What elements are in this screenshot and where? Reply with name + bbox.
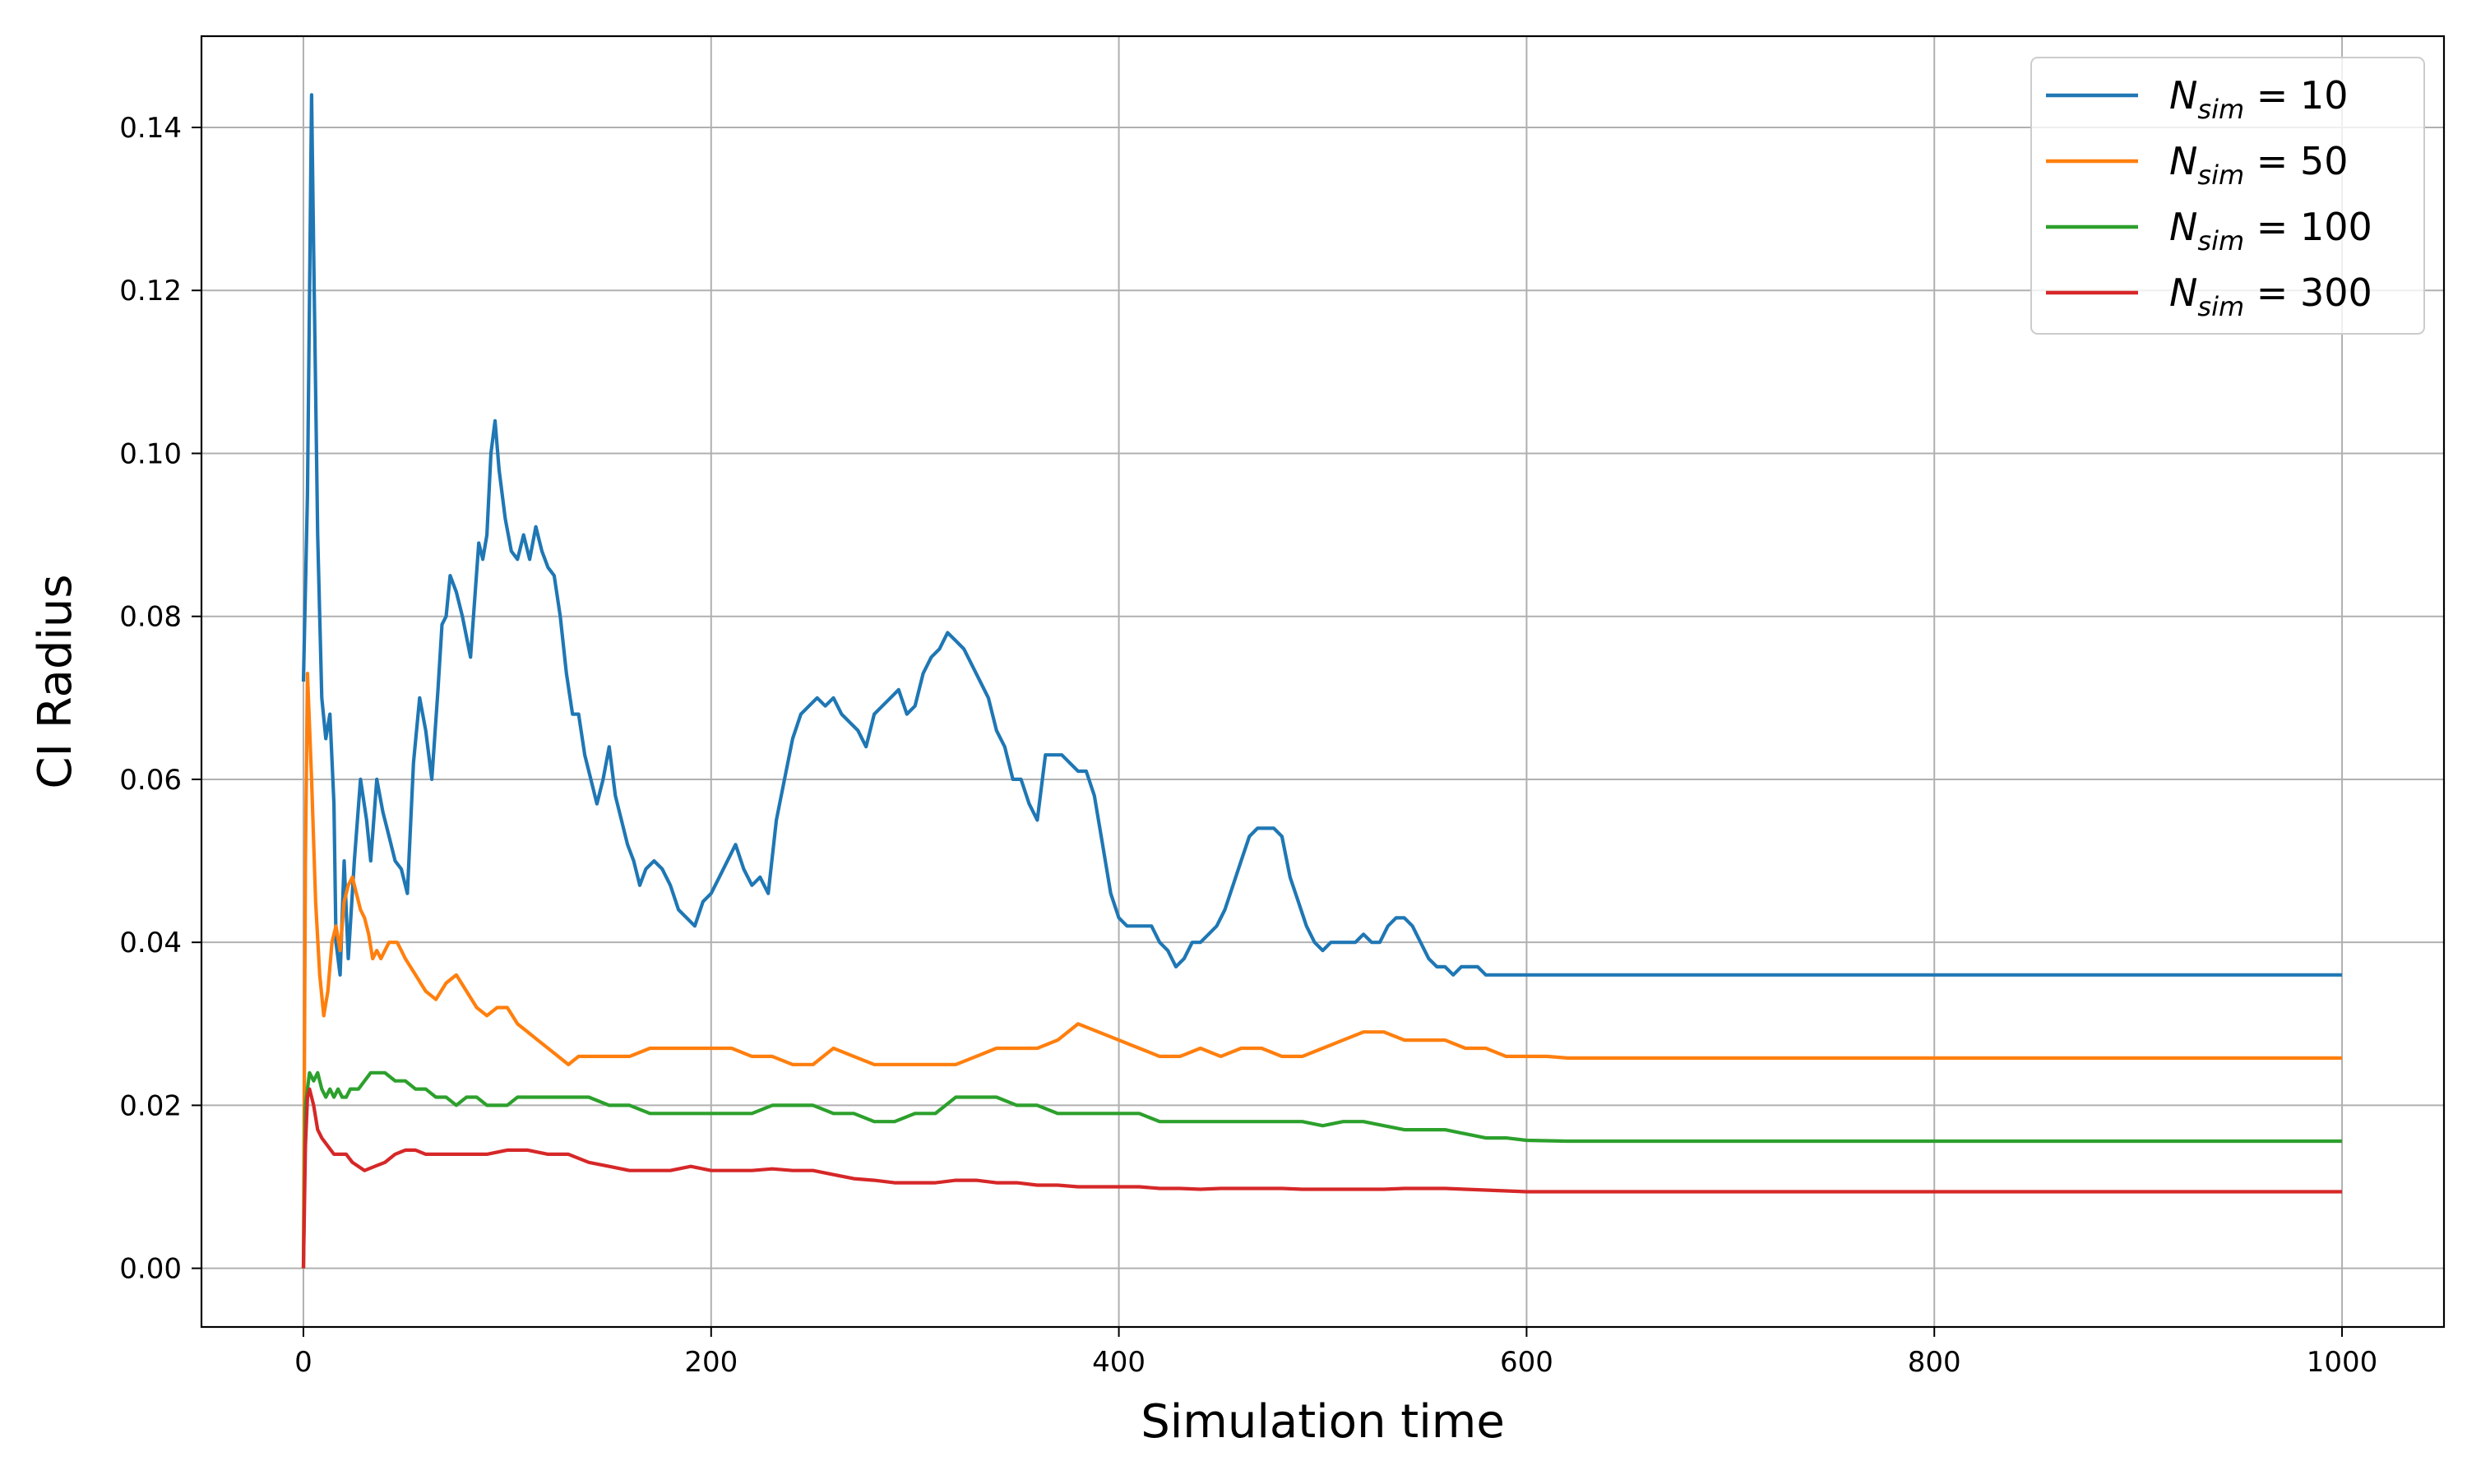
x-tick-label: 400	[1092, 1346, 1146, 1379]
x-tick-label: 800	[1908, 1346, 1961, 1379]
y-tick-label: 0.00	[119, 1253, 182, 1286]
y-tick-label: 0.10	[119, 437, 182, 470]
y-tick-label: 0.14	[119, 112, 182, 145]
legend-label: Nsim = 10	[2169, 73, 2348, 125]
plot-frame	[200, 35, 2446, 1329]
x-tick-label: 200	[684, 1346, 738, 1379]
y-tick-label: 0.12	[119, 275, 182, 307]
y-tick-label: 0.02	[119, 1089, 182, 1122]
x-tick-label: 0	[294, 1346, 312, 1379]
series-line-2	[301, 1070, 2342, 1269]
y-tick-label: 0.04	[119, 927, 182, 959]
series-line-1	[301, 672, 2342, 1269]
legend-box	[2030, 57, 2425, 335]
legend: Nsim = 10 Nsim = 50 Nsim = 100 Nsim = 300	[2030, 57, 2425, 335]
series-line-3	[301, 1087, 2342, 1269]
y-tick-label: 0.06	[119, 764, 182, 797]
y-tick-label: 0.08	[119, 601, 182, 634]
x-axis-title: Simulation time	[1141, 1395, 1505, 1449]
x-tick-label: 600	[1500, 1346, 1553, 1379]
y-axis-title: CI Radius	[29, 574, 82, 788]
legend-label: Nsim = 100	[2169, 205, 2372, 257]
series-line-0	[301, 93, 2342, 977]
legend-label: Nsim = 300	[2169, 270, 2372, 322]
tick-layer: 0 200 400 600 800 1000 0.00 0.02 0.04 0.06 0.08 0.1…	[119, 112, 2377, 1379]
grid-layer	[201, 36, 2444, 1327]
legend-label: Nsim = 50	[2169, 139, 2348, 191]
series-layer	[301, 93, 2342, 1269]
x-tick-label: 1000	[2307, 1346, 2378, 1379]
